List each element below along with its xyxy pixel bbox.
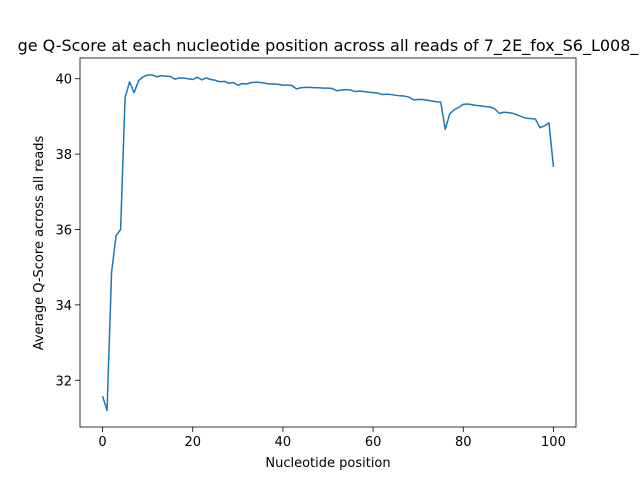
x-tick-label: 80: [455, 435, 472, 450]
x-tick-label: 60: [365, 435, 382, 450]
x-tick-label: 0: [98, 435, 106, 450]
data-line: [101, 74, 555, 412]
x-axis-label: Nucleotide position: [265, 456, 390, 471]
y-tick-label: 36: [55, 223, 72, 238]
chart-title: ge Q-Score at each nucleotide position a…: [18, 36, 640, 56]
y-tick-label: 40: [55, 73, 72, 88]
y-axis-label: Average Q-Score across all reads: [32, 136, 47, 351]
y-tick-label: 32: [55, 374, 72, 389]
x-tick-label: 20: [184, 435, 201, 450]
x-tick-label: 100: [541, 435, 566, 450]
y-tick-label: 34: [55, 299, 72, 314]
y-tick-label: 38: [55, 148, 72, 163]
x-tick-label: 40: [275, 435, 292, 450]
plot-frame: [79, 57, 577, 428]
